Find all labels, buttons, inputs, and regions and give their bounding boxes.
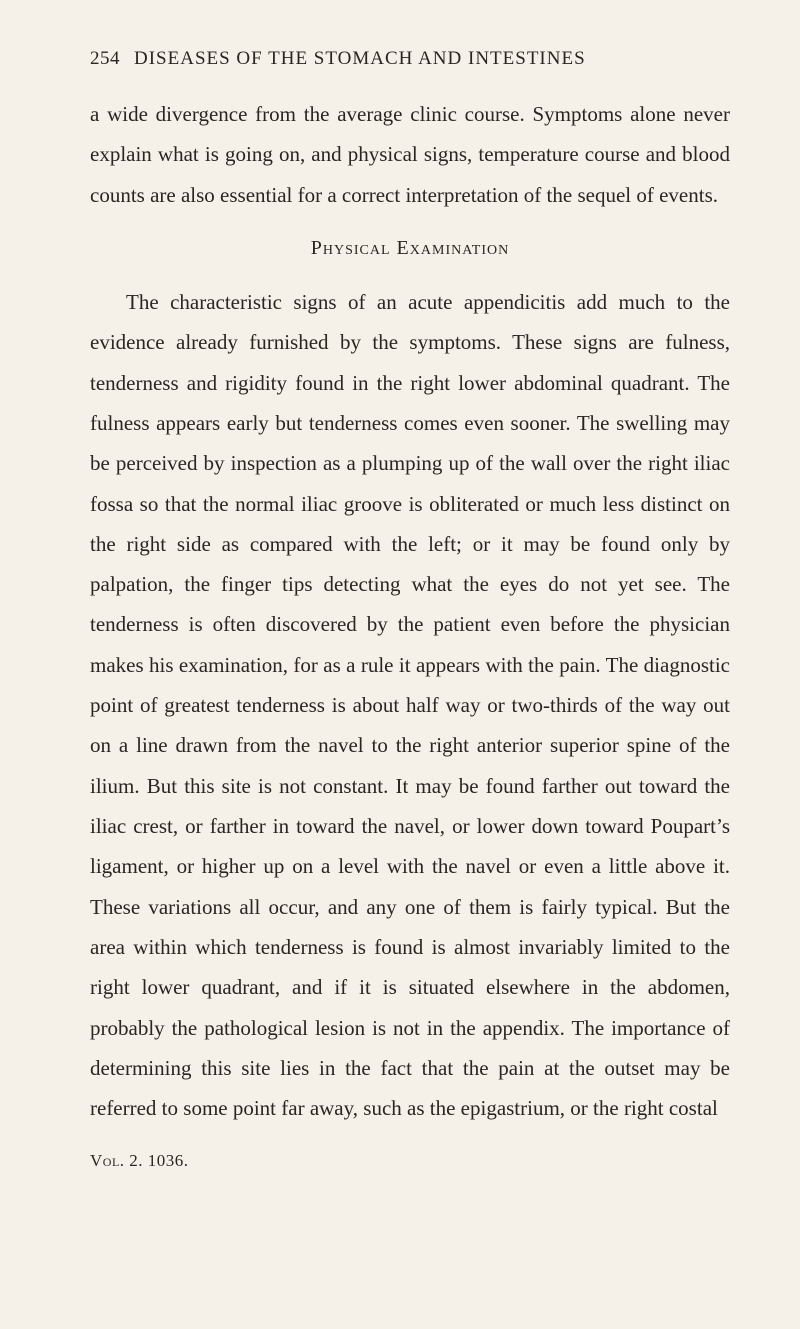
volume-footer: Vol. 2. 1036. <box>90 1151 730 1171</box>
page-number: 254 <box>90 48 120 70</box>
body-paragraph-1: a wide divergence from the average clini… <box>90 94 730 215</box>
book-page: 254 DISEASES OF THE STOMACH AND INTESTIN… <box>0 0 800 1329</box>
running-header: 254 DISEASES OF THE STOMACH AND INTESTIN… <box>90 48 730 70</box>
section-heading: Physical Examination <box>90 237 730 260</box>
running-title: DISEASES OF THE STOMACH AND INTESTINES <box>134 48 586 70</box>
body-paragraph-2: The characteristic signs of an acute app… <box>90 282 730 1129</box>
